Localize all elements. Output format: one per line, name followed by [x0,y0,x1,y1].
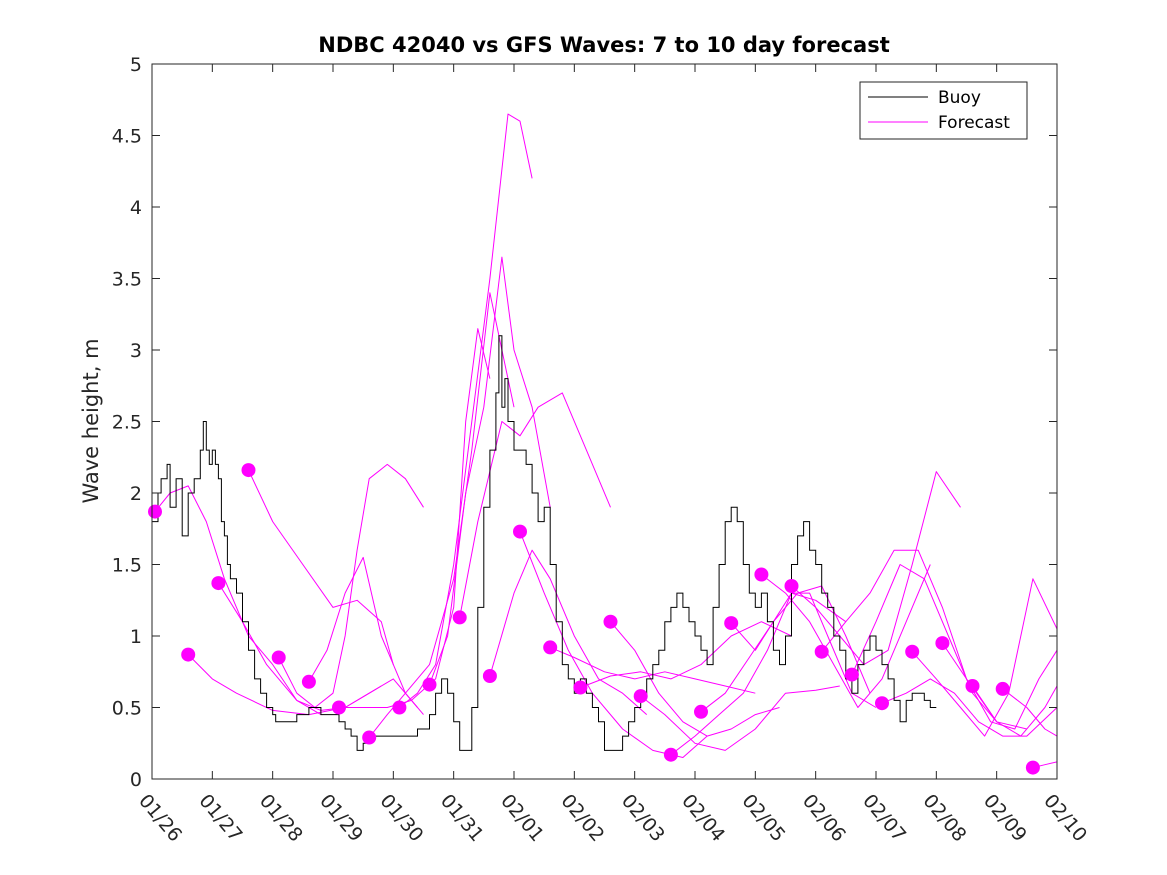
forecast-start-marker [301,674,316,689]
forecast-line [851,564,1027,730]
y-tick-label: 2.5 [112,412,142,434]
forecast-start-marker [148,504,162,519]
forecast-line [248,469,394,665]
forecast-line [519,531,708,758]
forecast-start-marker [784,579,799,593]
forecast-line [339,328,491,708]
y-tick-label: 4 [130,197,142,219]
legend: Buoy Forecast [859,81,1028,140]
forecast-line [429,256,551,685]
forecast-line [610,621,780,737]
y-tick-labels: 0 0.5 1 1.5 2 2.5 3 3.5 4 4.5 5 [112,54,142,791]
forecast-start-marker [573,680,588,695]
forecast-line [730,592,877,708]
forecast-start-marker [965,679,980,693]
y-tick-label: 2 [130,483,142,505]
forecast-start-marker [482,669,497,683]
forecast-line [911,578,1057,737]
forecast-start-marker [1025,760,1040,775]
forecast-line [821,549,998,723]
buoy-line [152,335,937,751]
forecast-start-marker [844,667,859,682]
axis-ticks [151,63,1058,780]
forecast-line [972,685,1057,737]
forecast-start-marker [754,567,769,582]
forecast-start-marker [241,463,256,478]
forecast-start-marker [513,524,527,539]
forecast-start-marker [633,689,648,704]
forecast-start-marker [211,576,226,591]
forecast-start-marker [543,640,558,655]
forecast-start-markers [148,463,1040,775]
y-tick-label: 5 [130,54,142,76]
forecast-start-marker [814,644,829,659]
forecast-start-marker [663,747,678,762]
forecast-line [278,463,424,708]
forecast-start-marker [332,700,346,715]
y-tick-label: 4.5 [112,126,142,148]
forecast-start-marker [362,730,377,745]
forecast-line [459,392,611,618]
forecast-start-marker [724,616,739,631]
forecast-line [580,621,792,688]
forecast-line [489,549,648,715]
forecast-start-marker [995,681,1010,696]
y-tick-label: 1 [130,626,142,648]
y-tick-label: 0.5 [112,698,142,720]
y-tick-label: 0 [130,769,142,791]
legend-box [859,81,1028,140]
buoy-series-group [152,335,937,751]
chart-title: NDBC 42040 vs GFS Waves: 7 to 10 day for… [318,33,889,57]
legend-forecast-label: Forecast [938,113,1010,133]
forecast-start-marker [694,704,708,719]
forecast-line [640,685,840,751]
y-axis-label: Wave height, m [79,338,103,503]
forecast-line [700,585,871,713]
forecast-start-marker [905,644,920,659]
forecast-line [791,471,961,666]
forecast-start-marker [181,647,196,662]
forecast-start-marker [422,677,437,692]
y-tick-label: 3.5 [112,269,142,291]
forecast-line [550,646,756,694]
forecast-line [881,678,1057,737]
legend-buoy-label: Buoy [938,88,981,108]
forecast-series-group [154,113,1057,769]
forecast-start-marker [271,650,286,665]
forecast-start-marker [935,636,950,651]
forecast-line [1002,688,1057,737]
y-tick-label: 1.5 [112,555,142,577]
forecast-start-marker [875,696,889,711]
forecast-start-marker [392,700,407,715]
y-tick-label: 3 [130,340,142,362]
plot-area [152,64,1057,779]
forecast-start-marker [603,614,618,629]
forecast-line [761,564,931,708]
forecast-start-marker [452,610,467,625]
